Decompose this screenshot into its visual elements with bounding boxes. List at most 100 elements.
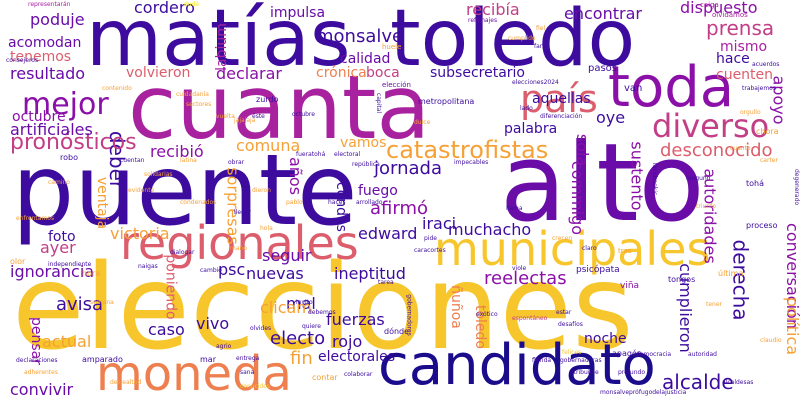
word-cloud-word: independiente xyxy=(48,261,92,268)
word-cloud-word: autoridades xyxy=(700,168,720,264)
word-cloud-word: jajajaja xyxy=(234,117,256,124)
word-cloud-word: fueratohá xyxy=(296,151,326,158)
word-cloud-word: dulce xyxy=(414,119,431,126)
word-cloud-word: crecen xyxy=(552,235,573,242)
word-cloud-word: cuidadanía xyxy=(176,91,209,98)
word-cloud-word: muchacho xyxy=(448,220,532,239)
word-cloud-word: trabajemos xyxy=(742,85,776,92)
word-cloud-word: actual xyxy=(42,332,92,351)
word-cloud-word: solidarias xyxy=(144,171,173,178)
word-cloud-word: mano xyxy=(230,245,247,252)
word-cloud-word: olvidamos xyxy=(712,11,748,19)
word-cloud-word: recibió xyxy=(150,142,204,161)
word-cloud-word: alcaldesas xyxy=(722,379,754,386)
word-cloud-word: república xyxy=(352,161,380,168)
word-cloud-word: regionales xyxy=(120,216,359,270)
word-cloud-word: política xyxy=(783,296,800,356)
word-cloud-word: olor xyxy=(10,257,26,266)
word-cloud-word: monsalve xyxy=(316,26,404,47)
word-cloud-word: cordero xyxy=(134,0,195,17)
word-cloud-word: tras xyxy=(618,247,632,255)
word-cloud-word: sorpresas xyxy=(223,167,243,245)
word-cloud-word: boca xyxy=(366,65,400,81)
word-cloud-word: iraci xyxy=(422,214,457,233)
word-cloud-word: deslealtad xyxy=(110,379,142,386)
word-cloud-word: tarea xyxy=(378,279,394,286)
word-cloud-word: hace xyxy=(716,51,750,67)
word-cloud-word: prensa xyxy=(706,16,775,40)
word-cloud-word: zurdo xyxy=(256,95,279,104)
word-cloud-word: encontrar xyxy=(564,4,642,23)
word-cloud-word: cuanto xyxy=(730,145,751,152)
word-cloud-word: contenido xyxy=(102,85,132,92)
word-cloud-word: poduje xyxy=(30,10,85,29)
word-cloud-word: electoral xyxy=(334,151,361,158)
word-cloud-word: exótico xyxy=(476,311,498,318)
word-cloud-word: afirmó xyxy=(370,198,428,219)
word-cloud-word: diverso xyxy=(652,107,770,145)
word-cloud-word: representarán xyxy=(28,1,71,8)
word-cloud-word: agrio xyxy=(216,343,232,350)
word-cloud-word: toledo xyxy=(390,0,636,84)
word-cloud-word: pasos xyxy=(588,63,618,74)
word-cloud-word: calidad xyxy=(340,51,391,67)
word-cloud-word: entrega xyxy=(236,355,260,362)
word-cloud-word: latina xyxy=(180,157,197,164)
word-cloud-word: última xyxy=(718,269,744,278)
word-cloud-word: hora xyxy=(82,269,101,278)
word-cloud-word: tenemos xyxy=(10,49,72,65)
word-cloud-word: degenerado xyxy=(793,168,800,206)
word-cloud-word: llama xyxy=(506,205,523,212)
word-cloud-word: ineptitud xyxy=(334,264,406,283)
word-cloud-word: naigas xyxy=(138,263,158,270)
word-cloud-word: psicópata xyxy=(576,265,620,275)
word-cloud-word: declarar xyxy=(216,64,283,83)
word-cloud-word: facebookic xyxy=(651,162,659,196)
word-cloud-word: cuanta xyxy=(128,56,431,159)
word-cloud-word: semana xyxy=(90,299,114,306)
word-cloud-word: victoria xyxy=(110,224,170,243)
word-cloud-word: adherentes xyxy=(24,369,58,376)
word-cloud-word: pablo xyxy=(286,199,303,206)
word-cloud-word: estar xyxy=(556,309,572,316)
word-cloud-word: ninguno xyxy=(686,175,711,182)
word-cloud-word: vamos xyxy=(340,135,387,151)
word-cloud-word: reelectas xyxy=(484,268,567,289)
word-cloud-word: tener xyxy=(706,301,723,308)
word-cloud-word: candidato xyxy=(378,333,656,398)
word-cloud-word: ayer xyxy=(40,238,76,257)
word-cloud-word: resultado xyxy=(10,64,86,83)
word-cloud-word: diferenciación xyxy=(540,113,583,120)
word-cloud-word: pronósticos xyxy=(10,130,137,155)
word-cloud-word: claro xyxy=(582,245,597,252)
word-cloud-word: ñuñoa xyxy=(447,285,464,329)
word-cloud-word: fant xyxy=(534,43,546,50)
word-cloud-word: octubre xyxy=(12,109,66,125)
word-cloud-word: triunfo xyxy=(696,203,716,210)
word-cloud-word: dudé xyxy=(184,1,200,8)
word-cloud-word: contar xyxy=(312,373,338,382)
word-cloud-word: espontáneo xyxy=(512,315,548,322)
word-cloud-word: monsalveprófugodelajusticia xyxy=(600,389,687,396)
word-cloud-word: condes xyxy=(332,182,349,232)
word-cloud-word: psc xyxy=(218,260,246,279)
word-cloud-word: pide xyxy=(424,235,437,242)
word-cloud-word: desconocido xyxy=(660,140,773,161)
word-cloud-word: dieron xyxy=(252,187,271,194)
word-cloud-word: olvides xyxy=(250,325,272,332)
word-cloud-word: acomodan xyxy=(8,35,82,51)
word-cloud-word: alcalde xyxy=(662,370,734,394)
word-cloud-word: cuentan xyxy=(120,157,145,164)
word-cloud-word: matías xyxy=(86,0,351,84)
word-cloud-word: impecables xyxy=(454,159,489,166)
word-cloud-word: palabra xyxy=(504,121,558,137)
word-cloud-word: impulsa xyxy=(270,5,326,21)
word-cloud-word: gobernadoras xyxy=(560,357,602,364)
word-cloud-word: refichajes xyxy=(468,17,498,24)
word-cloud-word: obrar xyxy=(228,159,245,166)
word-cloud-word: clicam xyxy=(260,298,312,317)
word-cloud-word: tongos xyxy=(668,275,696,284)
word-cloud-word: mar xyxy=(200,355,216,364)
word-cloud-word: quiere xyxy=(302,323,321,330)
